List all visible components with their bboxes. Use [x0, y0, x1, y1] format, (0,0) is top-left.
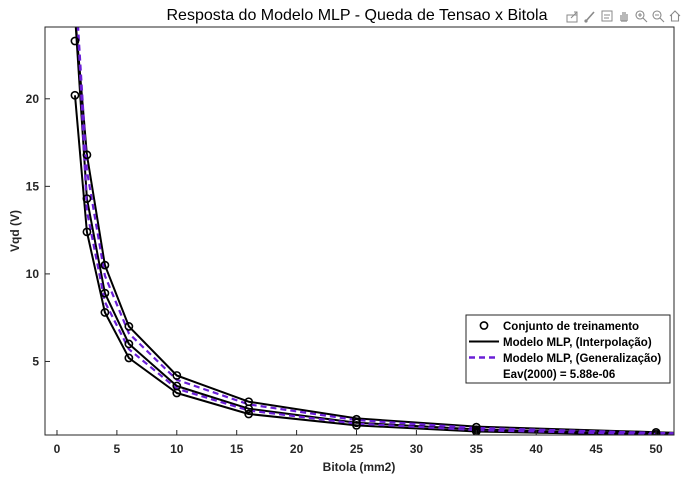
zoom-out-icon[interactable]	[650, 8, 665, 24]
y-ticks: 5 10 15 20	[26, 92, 50, 368]
y-axis-label: Vqd (V)	[8, 210, 22, 252]
series-line-interpolacao	[74, 95, 674, 435]
training-point	[82, 227, 92, 237]
x-tick-label: 15	[230, 442, 244, 456]
series-layer	[74, 27, 674, 435]
x-tick-label: 25	[350, 442, 364, 456]
training-point	[124, 353, 134, 363]
x-axis-label: Bitola (mm2)	[323, 460, 396, 474]
training-point	[82, 194, 92, 204]
training-point	[352, 420, 361, 430]
x-tick-label: 10	[170, 442, 184, 456]
pan-icon[interactable]	[616, 8, 631, 24]
legend-label-generalizacao: Modelo MLP, (Generalização)	[503, 353, 661, 365]
x-tick-label: 50	[649, 442, 663, 456]
series-line-interpolacao	[74, 27, 674, 435]
axes-box	[44, 26, 675, 436]
training-point	[100, 308, 110, 317]
legend-label-eav: Eav(2000) = 5.88e-06	[503, 369, 615, 381]
training-point	[100, 288, 110, 298]
legend-label-training: Conjunto de treinamento	[503, 321, 639, 333]
legend-label-interpolacao: Modelo MLP, (Interpolação)	[503, 337, 652, 349]
x-tick-label: 5	[114, 442, 121, 456]
training-point	[124, 339, 134, 349]
legend-marker-training	[479, 321, 489, 330]
training-point	[100, 260, 110, 270]
series-line-interpolacao	[75, 27, 674, 434]
datatip-icon[interactable]	[599, 8, 614, 24]
training-point	[70, 36, 80, 46]
x-tick-label: 45	[589, 442, 603, 456]
x-tick-label: 35	[470, 442, 484, 456]
series-line-generalizacao	[76, 27, 674, 435]
training-point	[172, 388, 182, 398]
y-tick-label: 15	[26, 179, 40, 193]
x-tick-label: 30	[410, 442, 424, 456]
zoom-in-icon[interactable]	[633, 8, 648, 24]
x-ticks: 0 5 10 15 20 25 30 35 40 45 50	[54, 430, 663, 456]
x-tick-label: 20	[290, 442, 304, 456]
y-tick-label: 20	[26, 92, 40, 106]
brush-icon[interactable]	[582, 8, 597, 24]
chart-title: Resposta do Modelo MLP - Queda de Tensao…	[167, 7, 548, 24]
training-point	[172, 371, 182, 380]
training-point	[471, 427, 481, 435]
y-tick-label: 10	[26, 267, 40, 281]
export-icon[interactable]	[565, 8, 580, 24]
axes[interactable]: 0 5 10 15 20 25 30 35 40 45 50 5 10 15 20	[26, 15, 675, 456]
legend-box	[465, 314, 671, 384]
training-point	[352, 414, 361, 424]
training-point	[124, 322, 134, 331]
legend[interactable]: Conjunto de treinamento Modelo MLP, (Int…	[465, 314, 671, 384]
training-point	[244, 404, 254, 414]
training-point	[70, 90, 80, 100]
series-line-generalizacao	[76, 27, 674, 435]
y-tick-label: 5	[32, 354, 39, 368]
home-icon[interactable]	[667, 8, 682, 24]
axes-toolbar	[565, 6, 682, 26]
training-point	[82, 150, 92, 160]
x-tick-label: 0	[54, 442, 61, 456]
training-point	[352, 418, 361, 428]
training-point	[244, 409, 254, 419]
x-tick-label: 40	[530, 442, 544, 456]
